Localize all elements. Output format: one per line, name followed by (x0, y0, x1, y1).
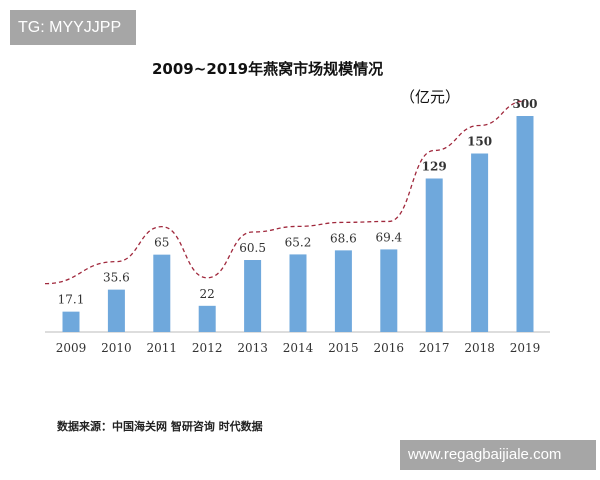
data-label: 17.1 (58, 293, 85, 307)
data-label: 60.5 (239, 241, 266, 255)
bar-2016 (380, 249, 398, 332)
x-tick-label: 2015 (328, 341, 359, 355)
bar-2010 (107, 289, 125, 332)
chart-title: 2009~2019年燕窝市场规模情况 (152, 60, 384, 78)
data-label: 69.4 (375, 230, 402, 244)
x-tick-label: 2019 (510, 341, 541, 355)
bar-2017 (425, 178, 443, 332)
unit-label: （亿元） (400, 88, 461, 106)
watermark-top: TG: MYYJJPP (10, 10, 136, 45)
data-label: 65.2 (285, 235, 312, 249)
bar-2009 (62, 311, 80, 332)
x-tick-label: 2013 (237, 341, 268, 355)
x-tick-label: 2010 (101, 341, 132, 355)
data-label: 300 (512, 97, 537, 111)
trend-line (44, 100, 526, 285)
x-tick-label: 2017 (419, 341, 450, 355)
bar-2012 (198, 305, 216, 332)
data-label: 65 (154, 236, 169, 250)
x-tick-label: 2011 (147, 341, 178, 355)
data-label: 35.6 (103, 271, 130, 285)
data-label: 150 (467, 135, 492, 149)
watermark-bottom: www.regagbaijiale.com (400, 440, 596, 470)
x-tick-label: 2016 (374, 341, 405, 355)
x-tick-label: 2018 (464, 341, 495, 355)
bar-2015 (334, 250, 352, 332)
bar-2018 (471, 153, 489, 332)
bar-2011 (153, 254, 171, 332)
data-label: 68.6 (330, 231, 357, 245)
x-tick-label: 2009 (56, 341, 87, 355)
data-label: 22 (200, 287, 215, 301)
data-source: 数据来源：中国海关网 智研咨询 时代数据 (57, 420, 263, 433)
x-tick-label: 2012 (192, 341, 223, 355)
bar-2013 (244, 260, 262, 332)
x-tick-label: 2014 (283, 341, 314, 355)
bar-2014 (289, 254, 307, 332)
bar-2019 (516, 116, 534, 332)
data-label: 129 (422, 159, 447, 173)
